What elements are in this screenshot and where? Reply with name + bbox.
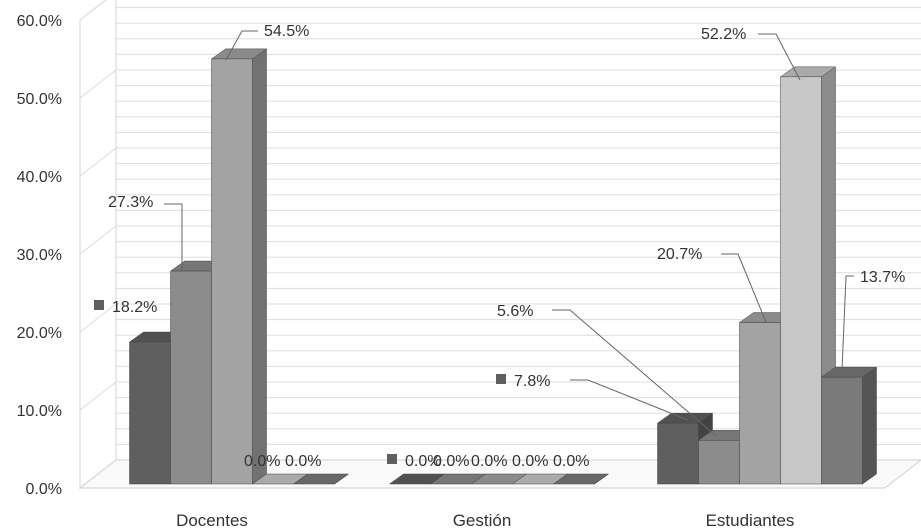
legend-key-swatch <box>94 300 104 310</box>
data-label: 0.0% <box>433 453 469 470</box>
bar <box>170 270 212 485</box>
data-label: 0.0% <box>512 453 548 470</box>
data-label: 5.6% <box>497 303 533 320</box>
data-label: 52.2% <box>701 26 746 43</box>
y-tick-label: 40.0% <box>17 169 62 186</box>
data-label: 13.7% <box>860 269 905 286</box>
legend-key-swatch <box>387 454 397 464</box>
data-label: 0.0% <box>553 453 589 470</box>
leader-line <box>841 275 854 371</box>
data-label: 54.5% <box>264 23 309 40</box>
bar <box>739 322 781 485</box>
bar <box>129 341 171 485</box>
data-label: 18.2% <box>112 299 157 316</box>
bar-top <box>552 473 610 485</box>
side-gridline <box>79 225 117 255</box>
category-label: Estudiantes <box>706 511 795 530</box>
y-tick-label: 0.0% <box>26 481 62 498</box>
leader-line <box>164 203 183 270</box>
bar-top <box>292 473 350 485</box>
y-tick-label: 20.0% <box>17 325 62 342</box>
leader-line <box>552 309 717 437</box>
data-label: 20.7% <box>657 246 702 263</box>
category-label: Gestión <box>453 511 512 530</box>
bar <box>821 376 863 485</box>
side-gridline <box>79 381 117 411</box>
side-gridline <box>79 69 117 99</box>
side-gridline <box>79 303 117 333</box>
data-label: 0.0% <box>285 453 321 470</box>
side-gridline <box>79 147 117 177</box>
leader-line <box>758 33 801 81</box>
leader-line <box>570 379 689 421</box>
leader-line <box>721 253 767 323</box>
data-label: 0.0% <box>405 453 441 470</box>
bar <box>698 440 740 485</box>
category-label: Docentes <box>176 511 248 530</box>
y-tick-label: 50.0% <box>17 91 62 108</box>
bar-side <box>252 48 267 485</box>
y-tick-label: 60.0% <box>17 13 62 30</box>
y-tick-label: 30.0% <box>17 247 62 264</box>
bar <box>211 58 253 485</box>
data-label: 27.3% <box>108 194 153 211</box>
bar <box>780 76 822 485</box>
bar-side <box>862 366 877 485</box>
bar <box>657 422 699 485</box>
legend-key-swatch <box>496 374 506 384</box>
leader-line <box>225 30 258 61</box>
y-tick-label: 10.0% <box>17 403 62 420</box>
data-label: 0.0% <box>471 453 507 470</box>
side-gridline <box>79 0 107 21</box>
side-wall-top-edge <box>79 0 107 21</box>
data-label: 7.8% <box>514 373 550 390</box>
data-label: 0.0% <box>244 453 280 470</box>
